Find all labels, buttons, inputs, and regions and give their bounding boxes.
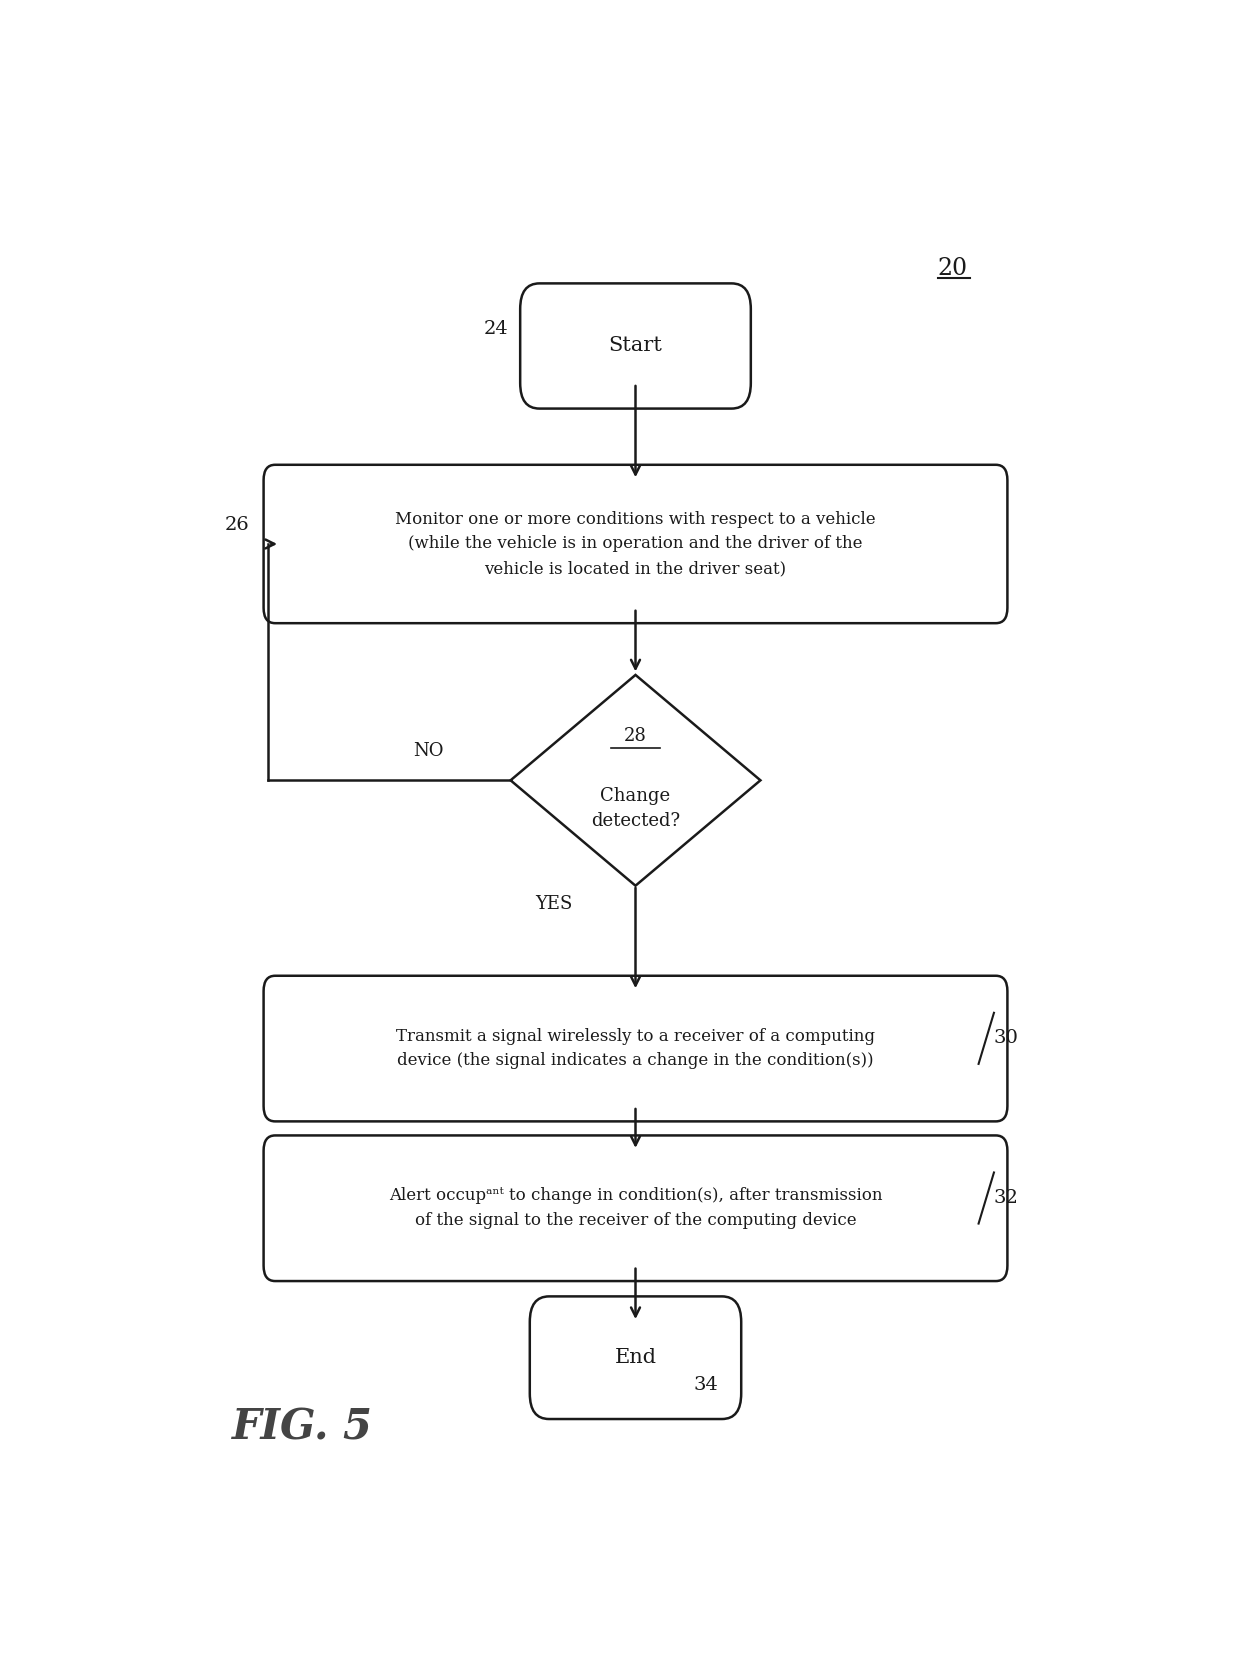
Text: Monitor one or more conditions with respect to a vehicle
(while the vehicle is i: Monitor one or more conditions with resp… bbox=[396, 511, 875, 577]
Text: Start: Start bbox=[609, 337, 662, 355]
Polygon shape bbox=[511, 675, 760, 886]
Text: Transmit a signal wirelessly to a receiver of a computing
device (the signal ind: Transmit a signal wirelessly to a receiv… bbox=[396, 1027, 875, 1070]
Text: YES: YES bbox=[536, 896, 573, 912]
Text: 24: 24 bbox=[484, 320, 508, 338]
Text: 20: 20 bbox=[937, 257, 967, 280]
FancyBboxPatch shape bbox=[521, 284, 751, 408]
Text: 26: 26 bbox=[224, 516, 249, 534]
Text: End: End bbox=[615, 1349, 656, 1367]
Text: Change
detected?: Change detected? bbox=[591, 786, 680, 830]
FancyBboxPatch shape bbox=[264, 975, 1007, 1121]
FancyBboxPatch shape bbox=[529, 1296, 742, 1418]
Text: 32: 32 bbox=[993, 1190, 1018, 1208]
Text: FIG. 5: FIG. 5 bbox=[232, 1407, 373, 1448]
Text: 28: 28 bbox=[624, 727, 647, 745]
Text: Alert occupᵃⁿᵗ to change in condition(s), after transmission
of the signal to th: Alert occupᵃⁿᵗ to change in condition(s)… bbox=[389, 1188, 882, 1229]
Text: 30: 30 bbox=[993, 1029, 1018, 1047]
FancyBboxPatch shape bbox=[264, 465, 1007, 624]
Text: NO: NO bbox=[414, 742, 444, 760]
FancyBboxPatch shape bbox=[264, 1135, 1007, 1281]
Text: 34: 34 bbox=[693, 1375, 718, 1394]
